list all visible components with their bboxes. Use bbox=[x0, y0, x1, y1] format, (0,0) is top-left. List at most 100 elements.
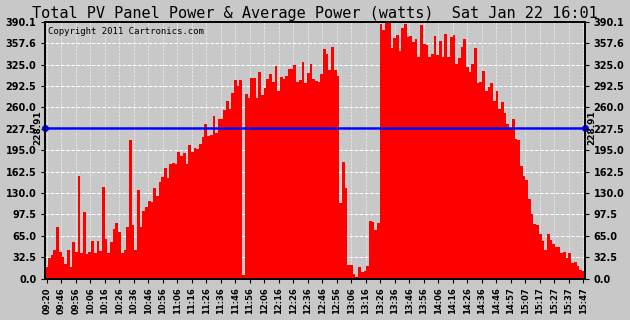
Bar bbox=[161, 177, 164, 278]
Bar bbox=[450, 36, 452, 278]
Bar bbox=[474, 48, 477, 278]
Bar bbox=[372, 222, 374, 278]
Bar bbox=[56, 227, 59, 278]
Bar bbox=[530, 214, 534, 278]
Bar bbox=[553, 244, 555, 278]
Bar bbox=[91, 241, 94, 278]
Text: 228.91: 228.91 bbox=[33, 110, 43, 145]
Bar bbox=[212, 116, 215, 278]
Bar bbox=[523, 176, 525, 278]
Bar bbox=[321, 74, 323, 278]
Bar bbox=[302, 62, 304, 278]
Bar bbox=[544, 250, 547, 278]
Bar bbox=[579, 270, 582, 278]
Bar bbox=[542, 241, 544, 278]
Bar bbox=[517, 140, 520, 278]
Bar bbox=[126, 227, 129, 278]
Bar bbox=[110, 242, 113, 278]
Bar bbox=[140, 227, 142, 278]
Bar bbox=[129, 140, 132, 278]
Bar bbox=[410, 36, 412, 278]
Bar bbox=[420, 25, 423, 278]
Bar bbox=[148, 201, 151, 278]
Bar bbox=[345, 188, 347, 278]
Bar bbox=[433, 36, 437, 278]
Bar bbox=[96, 241, 100, 278]
Bar bbox=[115, 223, 118, 278]
Bar bbox=[113, 229, 115, 278]
Bar bbox=[186, 164, 188, 278]
Bar bbox=[100, 251, 102, 278]
Bar bbox=[336, 76, 340, 278]
Bar bbox=[418, 57, 420, 278]
Bar bbox=[364, 271, 366, 278]
Bar bbox=[455, 64, 458, 278]
Bar bbox=[202, 137, 205, 278]
Bar bbox=[220, 119, 223, 278]
Bar bbox=[479, 82, 482, 278]
Bar bbox=[366, 266, 369, 278]
Bar bbox=[123, 250, 126, 278]
Bar bbox=[561, 253, 563, 278]
Bar bbox=[509, 129, 512, 278]
Bar bbox=[223, 110, 226, 278]
Bar bbox=[469, 72, 471, 278]
Bar bbox=[485, 91, 488, 278]
Bar bbox=[396, 35, 399, 278]
Bar bbox=[48, 258, 51, 278]
Bar bbox=[477, 83, 479, 278]
Bar bbox=[164, 168, 167, 278]
Bar bbox=[328, 70, 331, 278]
Bar bbox=[437, 55, 439, 278]
Bar bbox=[199, 144, 202, 278]
Bar bbox=[218, 119, 220, 278]
Bar bbox=[520, 166, 523, 278]
Bar bbox=[439, 41, 442, 278]
Bar bbox=[205, 124, 207, 278]
Bar bbox=[266, 79, 269, 278]
Bar bbox=[331, 47, 334, 278]
Bar bbox=[504, 113, 507, 278]
Bar bbox=[391, 48, 393, 278]
Bar bbox=[512, 119, 515, 278]
Bar bbox=[304, 83, 307, 278]
Bar bbox=[515, 139, 517, 278]
Bar bbox=[549, 240, 553, 278]
Bar bbox=[277, 92, 280, 278]
Text: 228.91: 228.91 bbox=[587, 110, 597, 145]
Bar bbox=[94, 253, 96, 278]
Bar bbox=[347, 265, 350, 278]
Bar bbox=[142, 211, 145, 278]
Bar bbox=[385, 19, 388, 278]
Bar bbox=[183, 153, 186, 278]
Bar bbox=[107, 253, 110, 278]
Bar bbox=[318, 82, 321, 278]
Bar bbox=[350, 265, 353, 278]
Bar bbox=[159, 182, 161, 278]
Bar bbox=[576, 266, 579, 278]
Bar bbox=[558, 247, 561, 278]
Bar bbox=[525, 180, 528, 278]
Bar bbox=[280, 77, 283, 278]
Bar bbox=[102, 187, 105, 278]
Bar bbox=[64, 264, 67, 278]
Bar bbox=[288, 69, 290, 278]
Bar bbox=[226, 100, 229, 278]
Bar bbox=[574, 262, 576, 278]
Bar bbox=[54, 250, 56, 278]
Bar bbox=[88, 252, 91, 278]
Bar bbox=[358, 267, 361, 278]
Bar bbox=[566, 258, 568, 278]
Bar bbox=[253, 78, 256, 278]
Bar bbox=[498, 109, 501, 278]
Bar bbox=[299, 80, 302, 278]
Bar bbox=[442, 57, 444, 278]
Bar bbox=[83, 212, 86, 278]
Bar bbox=[75, 252, 77, 278]
Bar bbox=[172, 163, 175, 278]
Text: Copyright 2011 Cartronics.com: Copyright 2011 Cartronics.com bbox=[48, 27, 204, 36]
Bar bbox=[264, 88, 266, 278]
Bar bbox=[151, 202, 153, 278]
Bar bbox=[45, 267, 48, 278]
Bar bbox=[188, 145, 191, 278]
